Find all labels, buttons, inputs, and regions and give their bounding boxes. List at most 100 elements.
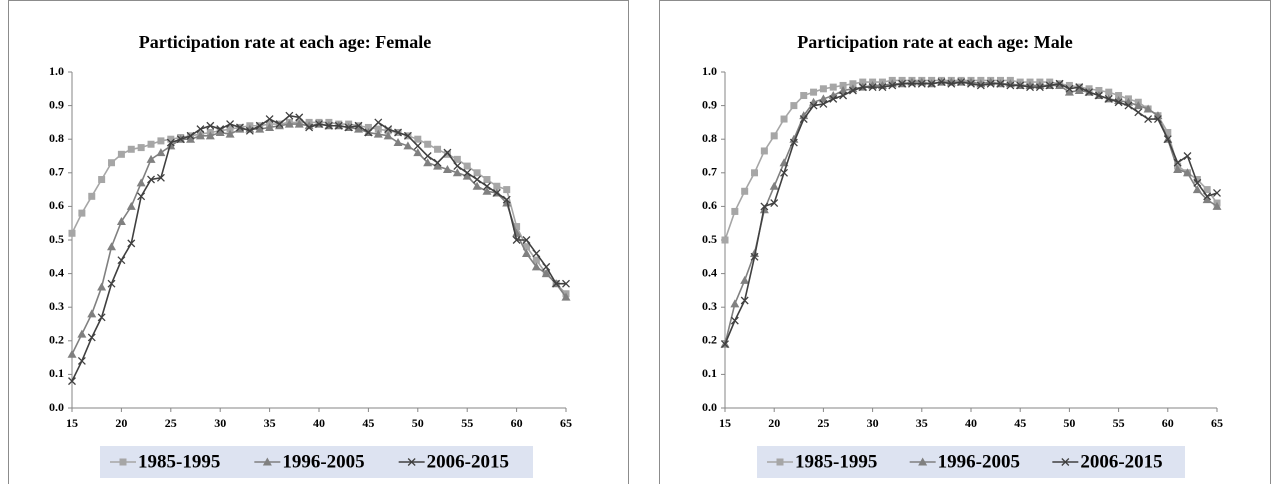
y-tick-label: 0.9 <box>49 97 64 111</box>
marker <box>147 175 155 184</box>
marker <box>532 249 541 258</box>
marker <box>542 262 551 271</box>
marker <box>295 113 304 122</box>
marker <box>493 182 501 190</box>
marker <box>839 81 847 89</box>
marker <box>156 148 166 157</box>
marker <box>384 127 392 135</box>
marker <box>108 159 116 167</box>
x-tick-label: 40 <box>313 416 325 430</box>
panel-frame <box>659 0 1271 484</box>
x-tick-label: 15 <box>719 416 731 430</box>
x-tick-label: 45 <box>1014 416 1026 430</box>
marker <box>503 186 511 194</box>
x-tick-label: 15 <box>66 416 78 430</box>
marker <box>98 176 106 184</box>
marker <box>107 242 117 251</box>
marker <box>760 202 769 211</box>
marker <box>770 199 779 207</box>
marker <box>107 279 116 288</box>
x-tick-label: 35 <box>916 416 928 430</box>
marker <box>957 78 966 87</box>
marker <box>888 81 897 90</box>
y-tick-label: 0.3 <box>702 299 717 313</box>
marker <box>473 175 482 184</box>
marker <box>780 168 788 177</box>
x-tick-label: 30 <box>867 416 879 430</box>
marker <box>374 118 383 127</box>
x-tick-label: 50 <box>1063 416 1075 430</box>
marker <box>294 119 304 128</box>
marker <box>810 88 818 96</box>
y-tick-label: 0.8 <box>49 131 64 145</box>
marker <box>374 125 382 133</box>
marker <box>463 162 471 170</box>
marker <box>512 236 521 244</box>
x-tick-label: 55 <box>461 416 473 430</box>
marker <box>236 123 244 132</box>
marker <box>731 207 739 215</box>
y-tick-label: 0.5 <box>702 232 717 246</box>
marker <box>434 145 442 153</box>
marker <box>1074 85 1084 94</box>
marker <box>354 124 364 133</box>
marker <box>443 148 452 157</box>
marker <box>442 164 452 173</box>
marker <box>245 126 254 135</box>
marker <box>167 135 175 143</box>
marker <box>986 79 995 88</box>
marker <box>1163 135 1172 144</box>
marker <box>68 377 76 386</box>
marker <box>384 125 393 134</box>
marker <box>917 79 926 88</box>
marker <box>878 83 887 92</box>
marker <box>413 148 423 157</box>
marker <box>521 248 531 257</box>
legend-label: 2006-2015 <box>427 451 509 472</box>
y-tick-label: 0.1 <box>702 366 717 380</box>
marker <box>1075 83 1084 92</box>
marker <box>1035 83 1044 92</box>
marker <box>225 129 235 138</box>
marker <box>1026 83 1034 92</box>
marker <box>87 309 97 318</box>
marker <box>77 357 86 365</box>
marker <box>1193 178 1202 187</box>
marker <box>117 150 125 158</box>
marker <box>522 236 531 244</box>
y-tick-label: 0.6 <box>49 198 64 212</box>
marker <box>265 122 275 131</box>
chart-title: Participation rate at each age: Female <box>139 32 431 52</box>
marker <box>364 128 373 137</box>
marker <box>186 134 196 143</box>
marker <box>1203 186 1211 194</box>
x-tick-label: 30 <box>214 416 226 430</box>
marker <box>116 217 126 226</box>
marker <box>364 123 372 131</box>
marker <box>1173 158 1182 167</box>
marker <box>512 228 522 237</box>
marker <box>157 137 165 145</box>
marker <box>740 296 749 305</box>
marker <box>274 121 284 130</box>
marker <box>789 138 798 147</box>
marker <box>1095 86 1103 94</box>
marker <box>967 79 975 88</box>
marker <box>750 252 759 261</box>
marker <box>195 131 205 140</box>
marker <box>531 262 541 271</box>
marker <box>829 83 837 91</box>
marker <box>443 150 451 158</box>
marker <box>483 176 491 184</box>
marker <box>1115 92 1123 100</box>
marker <box>403 141 413 150</box>
marker <box>305 123 314 132</box>
x-tick-label: 20 <box>768 416 780 430</box>
marker <box>324 121 333 130</box>
x-tick-label: 60 <box>511 416 523 430</box>
marker <box>1192 185 1202 194</box>
marker <box>776 458 784 466</box>
legend-label: 1985-1995 <box>795 451 877 472</box>
marker <box>136 178 146 187</box>
